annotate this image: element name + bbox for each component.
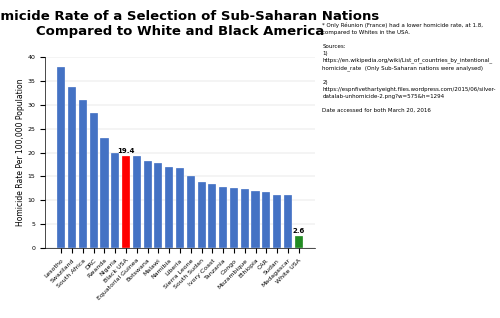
Text: 19.4: 19.4 bbox=[118, 148, 135, 154]
Bar bbox=[68, 87, 76, 248]
Bar bbox=[144, 161, 152, 248]
Y-axis label: Homicide Rate Per 100,000 Population: Homicide Rate Per 100,000 Population bbox=[16, 79, 24, 226]
Bar bbox=[273, 195, 281, 248]
Bar bbox=[198, 182, 205, 248]
Bar bbox=[294, 236, 302, 248]
Bar bbox=[240, 189, 249, 248]
Bar bbox=[79, 100, 87, 248]
Text: Homicide Rate of a Selection of Sub-Saharan Nations
Compared to White and Black : Homicide Rate of a Selection of Sub-Saha… bbox=[0, 10, 380, 38]
Bar bbox=[122, 156, 130, 248]
Bar bbox=[219, 188, 227, 248]
Text: * Only Réunion (France) had a lower homicide rate, at 1.8,
compared to Whites in: * Only Réunion (France) had a lower homi… bbox=[322, 22, 496, 113]
Text: 2.6: 2.6 bbox=[292, 228, 305, 234]
Bar bbox=[208, 183, 216, 248]
Bar bbox=[165, 167, 173, 248]
Bar bbox=[230, 188, 238, 248]
Bar bbox=[100, 138, 108, 248]
Bar bbox=[58, 67, 66, 248]
Bar bbox=[284, 195, 292, 248]
Bar bbox=[133, 156, 141, 248]
Bar bbox=[111, 153, 120, 248]
Bar bbox=[154, 163, 162, 248]
Bar bbox=[186, 176, 195, 248]
Bar bbox=[262, 192, 270, 248]
Bar bbox=[252, 191, 260, 248]
Bar bbox=[90, 113, 98, 248]
Bar bbox=[176, 169, 184, 248]
